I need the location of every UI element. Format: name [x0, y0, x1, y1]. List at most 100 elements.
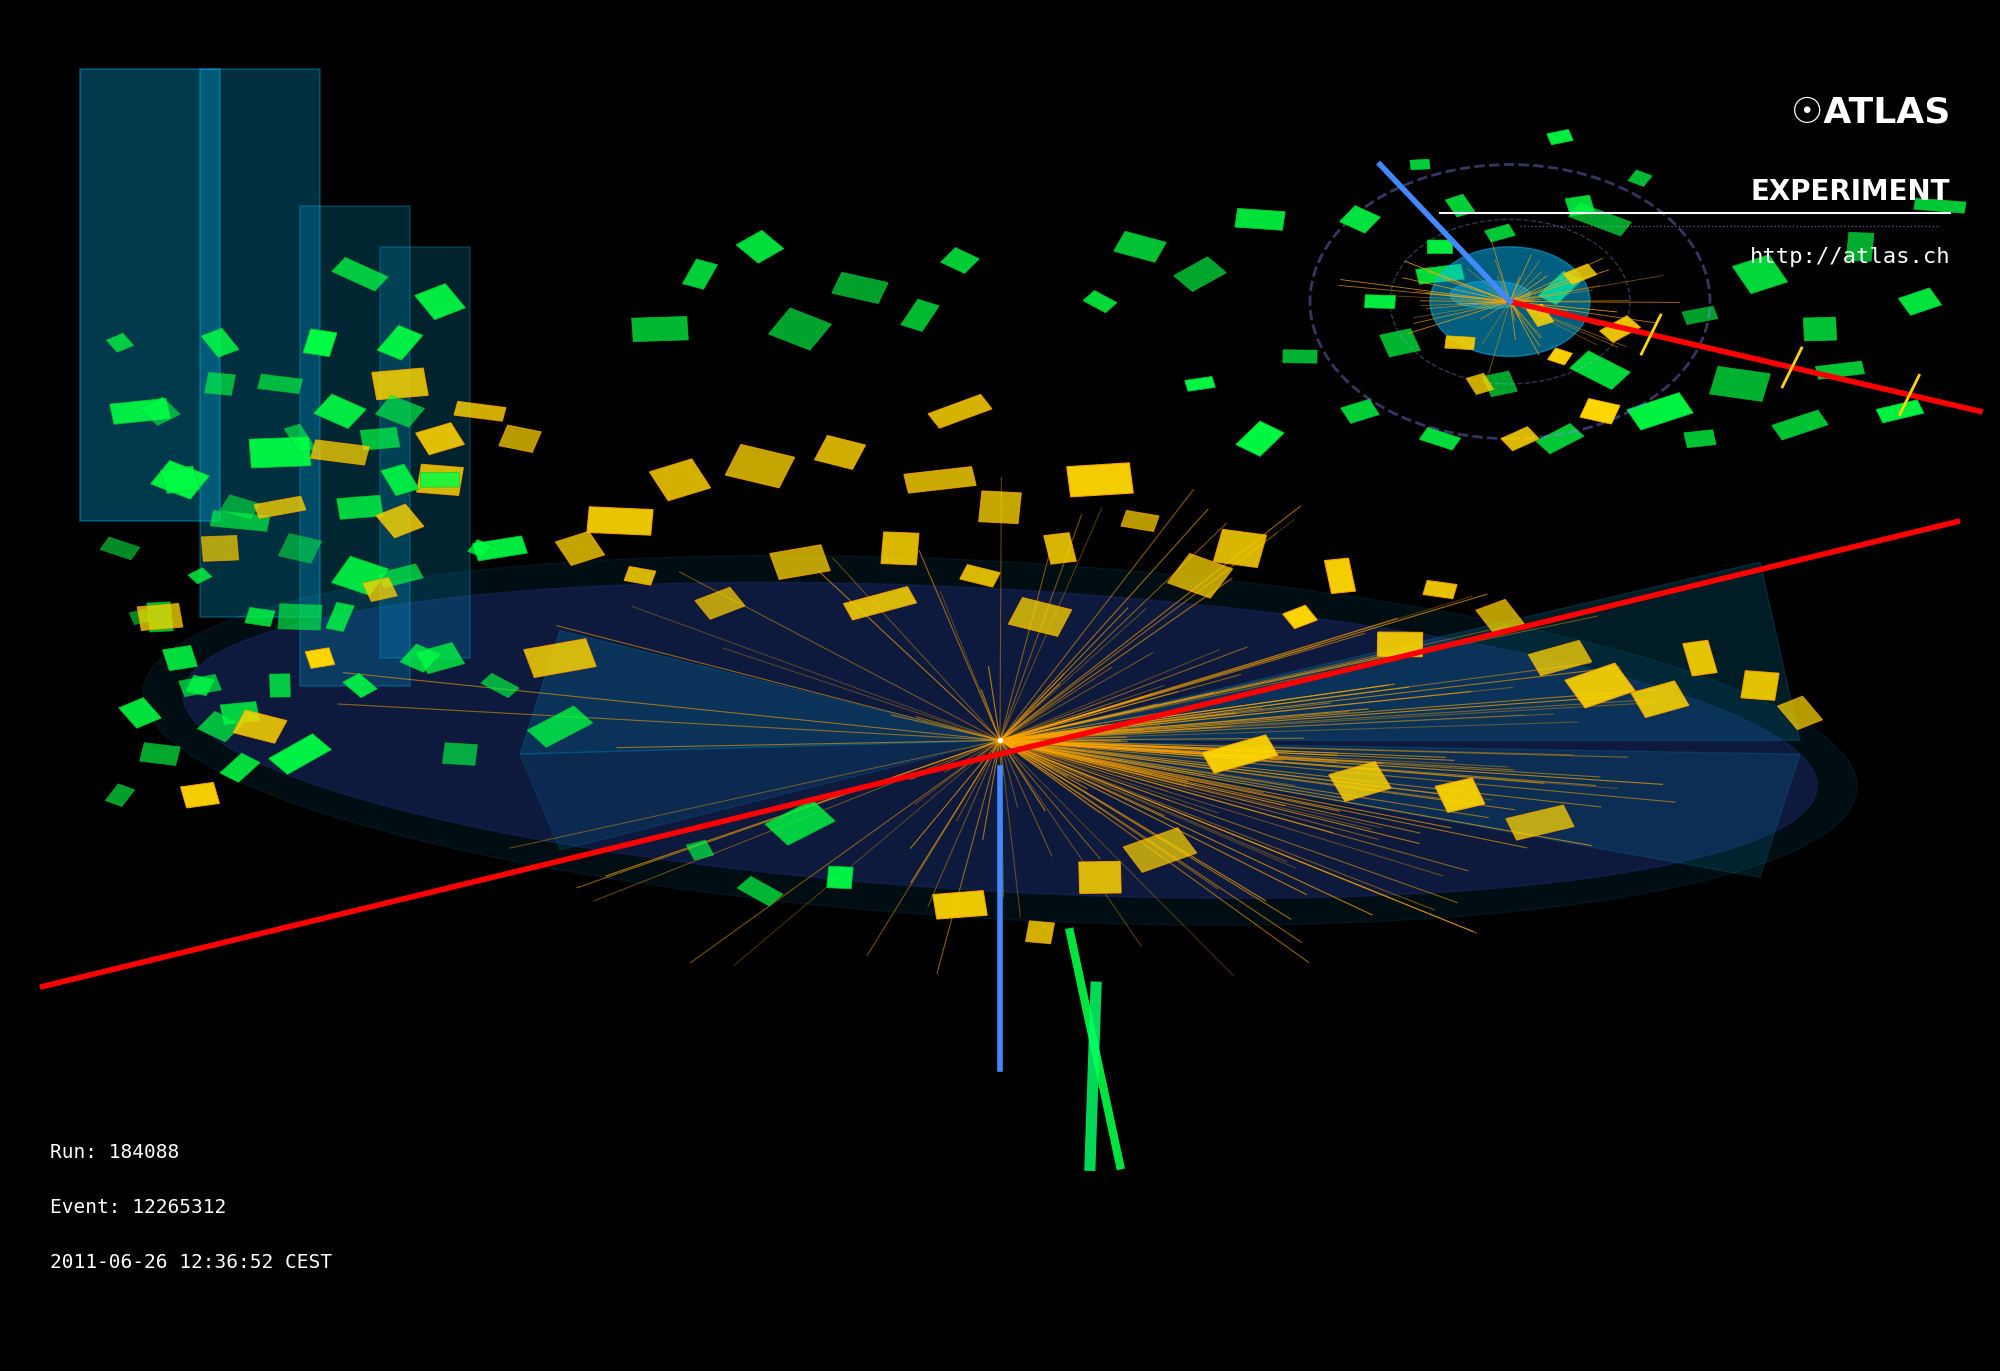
FancyBboxPatch shape: [110, 399, 170, 424]
FancyBboxPatch shape: [1184, 377, 1216, 391]
Polygon shape: [520, 740, 1000, 850]
FancyBboxPatch shape: [118, 698, 162, 728]
FancyBboxPatch shape: [978, 491, 1022, 524]
FancyBboxPatch shape: [844, 587, 916, 620]
FancyBboxPatch shape: [1214, 529, 1266, 568]
FancyBboxPatch shape: [1536, 424, 1584, 454]
FancyBboxPatch shape: [1772, 410, 1828, 440]
Text: http://atlas.ch: http://atlas.ch: [1750, 247, 1950, 267]
FancyBboxPatch shape: [198, 712, 242, 742]
FancyBboxPatch shape: [106, 333, 134, 352]
FancyBboxPatch shape: [1876, 400, 1924, 422]
FancyBboxPatch shape: [106, 784, 134, 806]
FancyBboxPatch shape: [1124, 828, 1196, 872]
FancyBboxPatch shape: [586, 507, 654, 535]
FancyBboxPatch shape: [200, 328, 240, 358]
FancyBboxPatch shape: [1378, 632, 1422, 657]
FancyBboxPatch shape: [420, 473, 460, 487]
FancyBboxPatch shape: [1482, 372, 1518, 396]
FancyBboxPatch shape: [1546, 129, 1574, 145]
FancyBboxPatch shape: [304, 329, 336, 356]
FancyBboxPatch shape: [1628, 170, 1652, 186]
FancyBboxPatch shape: [682, 259, 718, 289]
FancyBboxPatch shape: [414, 284, 466, 319]
FancyBboxPatch shape: [336, 495, 384, 520]
FancyBboxPatch shape: [940, 248, 980, 273]
FancyBboxPatch shape: [310, 440, 370, 465]
FancyBboxPatch shape: [80, 69, 220, 521]
FancyBboxPatch shape: [1282, 350, 1318, 363]
FancyBboxPatch shape: [764, 799, 836, 846]
FancyBboxPatch shape: [284, 424, 316, 454]
FancyBboxPatch shape: [376, 563, 424, 588]
FancyBboxPatch shape: [140, 398, 180, 425]
FancyBboxPatch shape: [736, 230, 784, 263]
Ellipse shape: [142, 555, 1858, 925]
FancyBboxPatch shape: [1234, 208, 1286, 230]
FancyBboxPatch shape: [378, 325, 422, 361]
FancyBboxPatch shape: [1538, 271, 1582, 304]
FancyBboxPatch shape: [278, 533, 322, 563]
FancyBboxPatch shape: [244, 607, 276, 627]
FancyBboxPatch shape: [1484, 223, 1516, 243]
FancyBboxPatch shape: [1444, 336, 1476, 350]
FancyBboxPatch shape: [220, 753, 260, 783]
Text: ☉ATLAS: ☉ATLAS: [1790, 96, 1950, 130]
FancyBboxPatch shape: [1282, 606, 1318, 628]
FancyBboxPatch shape: [210, 510, 270, 532]
Circle shape: [1430, 247, 1590, 356]
FancyBboxPatch shape: [1466, 373, 1494, 395]
FancyBboxPatch shape: [188, 568, 212, 584]
FancyBboxPatch shape: [1026, 921, 1054, 943]
FancyBboxPatch shape: [632, 317, 688, 341]
FancyBboxPatch shape: [1410, 159, 1430, 170]
FancyBboxPatch shape: [932, 891, 988, 919]
FancyBboxPatch shape: [1168, 554, 1232, 598]
FancyBboxPatch shape: [202, 536, 238, 561]
FancyBboxPatch shape: [1428, 240, 1452, 254]
FancyBboxPatch shape: [1202, 735, 1278, 773]
FancyBboxPatch shape: [1236, 421, 1284, 457]
FancyBboxPatch shape: [376, 505, 424, 537]
FancyBboxPatch shape: [1570, 351, 1630, 389]
FancyBboxPatch shape: [130, 609, 150, 625]
FancyBboxPatch shape: [1506, 805, 1574, 840]
FancyBboxPatch shape: [1500, 426, 1540, 451]
FancyBboxPatch shape: [1066, 463, 1134, 496]
Text: 2011-06-26 12:36:52 CEST: 2011-06-26 12:36:52 CEST: [50, 1253, 332, 1272]
FancyBboxPatch shape: [960, 565, 1000, 587]
FancyBboxPatch shape: [416, 465, 464, 495]
FancyBboxPatch shape: [882, 532, 918, 565]
FancyBboxPatch shape: [300, 206, 410, 686]
FancyBboxPatch shape: [1044, 533, 1076, 563]
FancyBboxPatch shape: [904, 466, 976, 494]
FancyBboxPatch shape: [1120, 510, 1160, 532]
FancyBboxPatch shape: [326, 602, 354, 632]
FancyBboxPatch shape: [1682, 640, 1718, 676]
FancyBboxPatch shape: [1420, 428, 1460, 450]
FancyBboxPatch shape: [1528, 640, 1592, 676]
FancyBboxPatch shape: [736, 876, 784, 906]
FancyBboxPatch shape: [1710, 366, 1770, 402]
Polygon shape: [1000, 740, 1800, 877]
Polygon shape: [520, 631, 1000, 754]
FancyBboxPatch shape: [258, 374, 302, 393]
FancyBboxPatch shape: [100, 537, 140, 559]
Text: Event: 12265312: Event: 12265312: [50, 1198, 226, 1217]
FancyBboxPatch shape: [624, 566, 656, 585]
FancyBboxPatch shape: [376, 395, 424, 428]
FancyBboxPatch shape: [1008, 598, 1072, 636]
FancyBboxPatch shape: [400, 644, 440, 672]
Ellipse shape: [1450, 281, 1530, 308]
FancyBboxPatch shape: [1340, 206, 1380, 233]
FancyBboxPatch shape: [1380, 329, 1420, 356]
FancyBboxPatch shape: [306, 648, 334, 668]
FancyBboxPatch shape: [150, 461, 210, 499]
FancyBboxPatch shape: [1564, 664, 1636, 707]
FancyBboxPatch shape: [442, 743, 478, 765]
FancyBboxPatch shape: [1816, 361, 1864, 380]
FancyBboxPatch shape: [480, 673, 520, 698]
FancyBboxPatch shape: [254, 496, 306, 518]
FancyBboxPatch shape: [220, 495, 260, 520]
FancyBboxPatch shape: [314, 393, 366, 429]
